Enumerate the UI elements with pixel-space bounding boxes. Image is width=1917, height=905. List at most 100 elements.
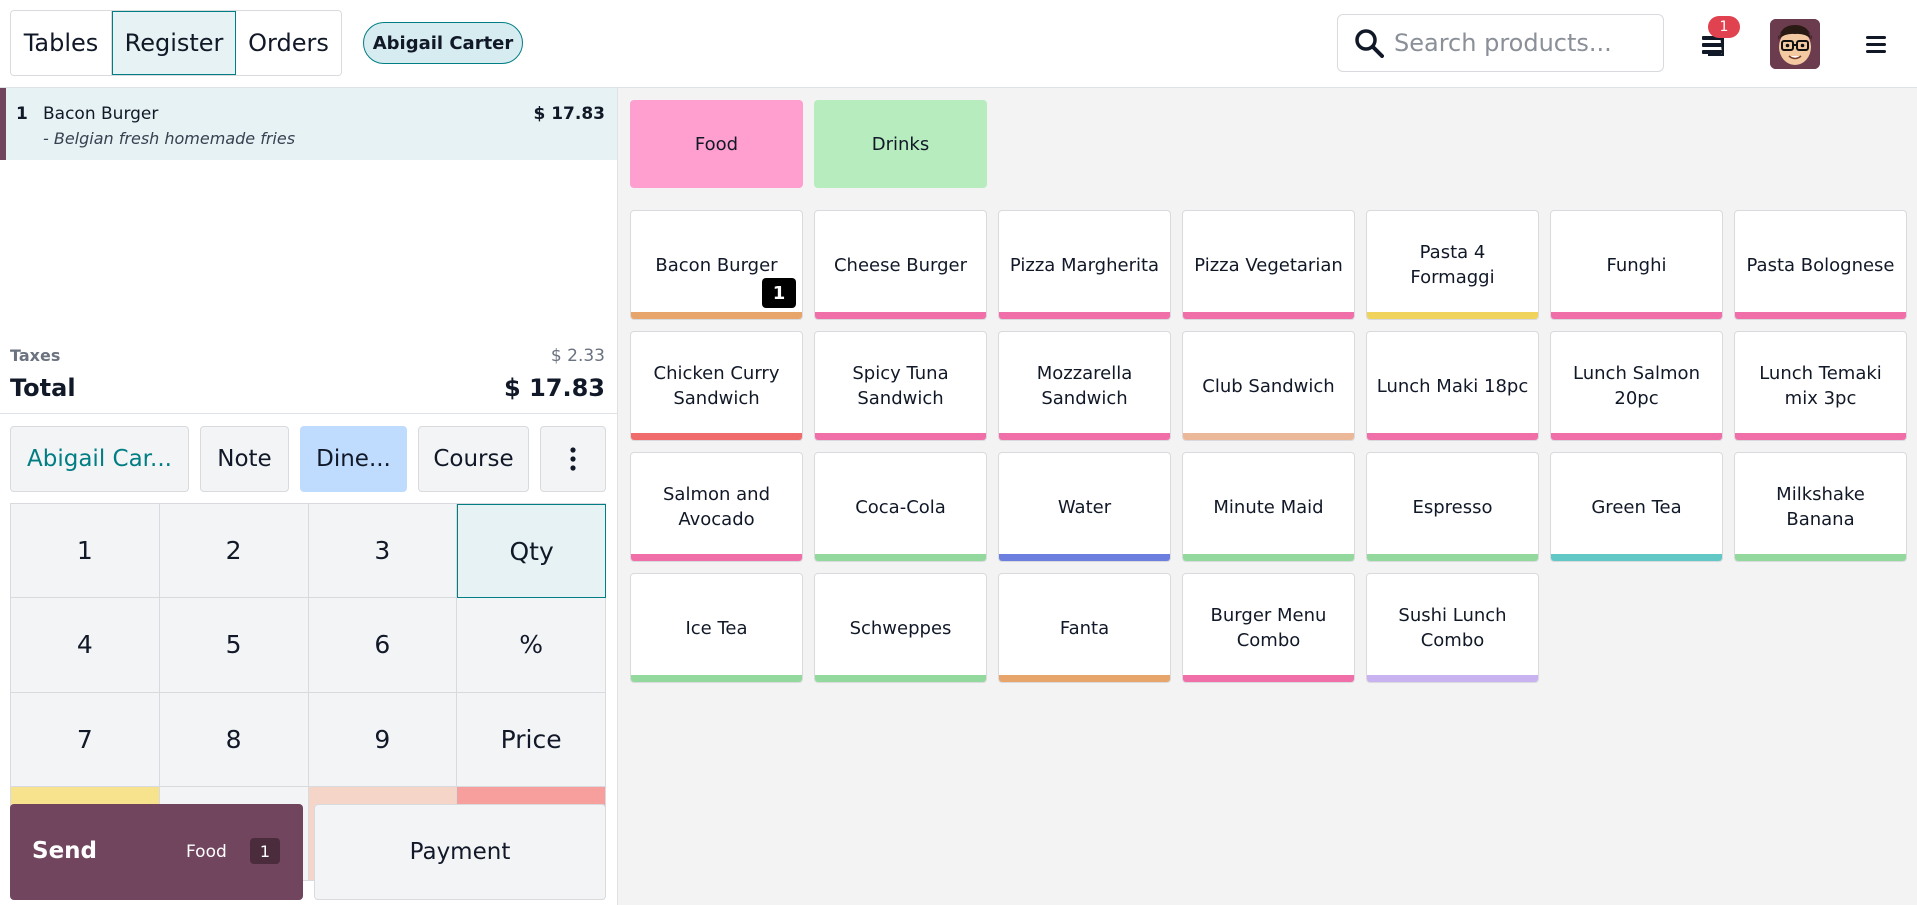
category-color-stripe <box>1735 433 1906 440</box>
product-card[interactable]: Burger Menu Combo <box>1182 573 1355 683</box>
product-qty-badge: 1 <box>762 278 796 308</box>
numpad-discount-mode[interactable]: % <box>457 598 606 693</box>
taxes-value: $ 2.33 <box>550 346 605 366</box>
product-card[interactable]: Minute Maid <box>1182 452 1355 562</box>
nav-orders-button[interactable]: Orders <box>236 11 341 75</box>
product-card[interactable]: Ice Tea <box>630 573 803 683</box>
product-pane: Food Drinks Bacon Burger 1 Cheese Burger Pi… <box>618 88 1917 905</box>
product-card[interactable]: Sushi Lunch Combo <box>1366 573 1539 683</box>
product-card[interactable]: Lunch Maki 18pc <box>1366 331 1539 441</box>
product-card[interactable]: Schweppes <box>814 573 987 683</box>
vertical-dots-icon <box>570 447 576 471</box>
category-color-stripe <box>1183 312 1354 319</box>
product-name: Espresso <box>1412 496 1493 518</box>
course-button[interactable]: Course <box>418 426 529 492</box>
category-color-stripe <box>815 554 986 561</box>
search-input[interactable] <box>1394 29 1654 57</box>
category-food[interactable]: Food <box>630 100 803 188</box>
numpad-key-4[interactable]: 4 <box>11 598 160 693</box>
product-name: Salmon and Avocado <box>663 484 770 530</box>
order-line[interactable]: 1 Bacon Burger - Belgian fresh homemade … <box>0 88 617 160</box>
product-name: Lunch Maki 18pc <box>1376 375 1529 397</box>
product-card[interactable]: Mozzarella Sandwich <box>998 331 1171 441</box>
order-line-price: $ 17.83 <box>533 104 605 124</box>
avatar[interactable] <box>1770 19 1820 69</box>
product-card[interactable]: Spicy Tuna Sandwich <box>814 331 987 441</box>
product-card[interactable]: Salmon and Avocado <box>630 452 803 562</box>
product-card[interactable]: Fanta <box>998 573 1171 683</box>
category-color-stripe <box>999 675 1170 682</box>
search-icon <box>1354 28 1394 58</box>
order-pane: 1 Bacon Burger - Belgian fresh homemade … <box>0 88 618 905</box>
product-card[interactable]: Pasta 4 Formaggi <box>1366 210 1539 320</box>
product-name: Sushi Lunch Combo <box>1398 605 1507 651</box>
dine-in-button[interactable]: Dine... <box>300 426 407 492</box>
category-color-stripe <box>1735 554 1906 561</box>
total-label: Total <box>10 374 76 402</box>
product-card[interactable]: Milkshake Banana <box>1734 452 1907 562</box>
numpad-qty-mode[interactable]: Qty <box>457 504 606 599</box>
numpad-key-6[interactable]: 6 <box>308 598 458 693</box>
send-category: Food <box>186 842 227 862</box>
product-card[interactable]: Bacon Burger 1 <box>630 210 803 320</box>
payment-button[interactable]: Payment <box>314 804 606 900</box>
numpad-key-7[interactable]: 7 <box>11 692 160 787</box>
category-drinks[interactable]: Drinks <box>814 100 987 188</box>
product-card[interactable]: Pizza Vegetarian <box>1182 210 1355 320</box>
nav-register-button[interactable]: Register <box>112 11 236 75</box>
send-count-badge: 1 <box>250 838 280 864</box>
product-name: Club Sandwich <box>1202 375 1335 397</box>
header: Tables Register Orders Abigail Carter 1 <box>0 0 1917 88</box>
product-card[interactable]: Pizza Margherita <box>998 210 1171 320</box>
divider <box>0 413 617 414</box>
numpad-key-1[interactable]: 1 <box>11 504 160 599</box>
order-line-name: Bacon Burger <box>43 104 159 124</box>
product-card[interactable]: Water <box>998 452 1171 562</box>
taxes-label: Taxes <box>10 346 61 365</box>
category-color-stripe <box>815 433 986 440</box>
category-color-stripe <box>1183 675 1354 682</box>
category-color-stripe <box>1367 675 1538 682</box>
note-button[interactable]: Note <box>200 426 289 492</box>
send-button[interactable]: Send Food 1 <box>10 804 303 900</box>
product-card[interactable]: Espresso <box>1366 452 1539 562</box>
category-color-stripe <box>631 312 802 319</box>
nav-tables-button[interactable]: Tables <box>11 11 112 75</box>
category-color-stripe <box>631 433 802 440</box>
product-name: Pizza Margherita <box>1009 254 1160 276</box>
category-color-stripe <box>1183 554 1354 561</box>
numpad-price-mode[interactable]: Price <box>457 692 606 787</box>
product-name: Lunch Salmon 20pc <box>1573 363 1700 409</box>
product-name: Pizza Vegetarian <box>1194 254 1343 276</box>
product-card[interactable]: Green Tea <box>1550 452 1723 562</box>
category-color-stripe <box>1367 554 1538 561</box>
product-card[interactable]: Club Sandwich <box>1182 331 1355 441</box>
search-box[interactable] <box>1337 14 1664 72</box>
product-card[interactable]: Pasta Bolognese <box>1734 210 1907 320</box>
product-card[interactable]: Lunch Temaki mix 3pc <box>1734 331 1907 441</box>
set-customer-button[interactable]: Abigail Car... <box>10 426 189 492</box>
product-card[interactable]: Coca-Cola <box>814 452 987 562</box>
product-name: Green Tea <box>1591 496 1682 518</box>
category-color-stripe <box>1551 312 1722 319</box>
numpad-key-8[interactable]: 8 <box>159 692 309 787</box>
product-card[interactable]: Chicken Curry Sandwich <box>630 331 803 441</box>
send-label: Send <box>32 838 98 864</box>
numpad-key-5[interactable]: 5 <box>159 598 309 693</box>
product-card[interactable]: Cheese Burger <box>814 210 987 320</box>
numpad-key-2[interactable]: 2 <box>159 504 309 599</box>
product-card[interactable]: Funghi <box>1550 210 1723 320</box>
product-name: Spicy Tuna Sandwich <box>852 363 949 409</box>
more-options-button[interactable] <box>540 426 606 492</box>
customer-pill[interactable]: Abigail Carter <box>363 22 523 64</box>
product-name: Pasta Bolognese <box>1746 254 1895 276</box>
category-color-stripe <box>999 554 1170 561</box>
numpad-key-3[interactable]: 3 <box>308 504 458 599</box>
total-value: $ 17.83 <box>504 374 605 402</box>
category-color-stripe <box>1551 433 1722 440</box>
category-color-stripe <box>1183 433 1354 440</box>
product-card[interactable]: Lunch Salmon 20pc <box>1550 331 1723 441</box>
hamburger-menu-icon[interactable] <box>1858 30 1892 60</box>
numpad-key-9[interactable]: 9 <box>308 692 458 787</box>
category-color-stripe <box>999 312 1170 319</box>
